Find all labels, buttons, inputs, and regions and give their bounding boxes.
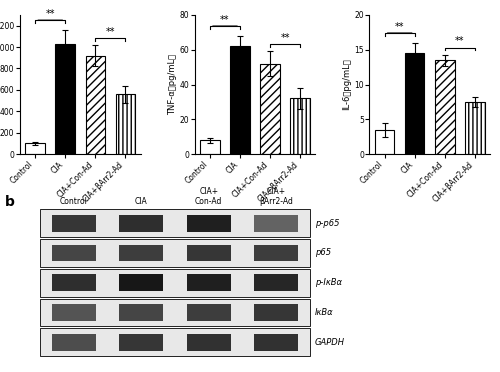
Text: **: ** (106, 26, 115, 36)
Y-axis label: IL-6（pg/mL）: IL-6（pg/mL） (342, 59, 351, 110)
Text: **: ** (220, 15, 230, 25)
Text: CIA+
Con-Ad: CIA+ Con-Ad (195, 187, 222, 206)
Bar (405, 53, 424, 154)
Text: **: ** (455, 36, 464, 46)
Bar (465, 102, 484, 154)
Text: **: ** (280, 33, 290, 43)
Text: p-IκBα: p-IκBα (315, 278, 342, 287)
Y-axis label: TNF-α（pg/mL）: TNF-α（pg/mL） (168, 54, 176, 115)
Text: CIA+
βArr2-Ad: CIA+ βArr2-Ad (260, 187, 293, 206)
Text: **: ** (395, 22, 404, 32)
Bar (260, 64, 280, 154)
Bar (230, 46, 250, 154)
Bar (56, 44, 75, 154)
Bar (116, 94, 135, 154)
Text: **: ** (46, 9, 55, 19)
Bar (435, 60, 454, 154)
Text: p-p65: p-p65 (315, 219, 340, 228)
Text: IκBα: IκBα (315, 308, 334, 317)
Text: CIA: CIA (135, 198, 147, 206)
Bar (86, 55, 105, 154)
Bar (375, 130, 394, 154)
Bar (26, 144, 45, 154)
Bar (200, 140, 220, 154)
Bar (290, 99, 310, 154)
Text: Control: Control (60, 198, 88, 206)
Text: p65: p65 (315, 248, 331, 257)
Text: b: b (5, 195, 15, 209)
Text: GAPDH: GAPDH (315, 338, 345, 347)
